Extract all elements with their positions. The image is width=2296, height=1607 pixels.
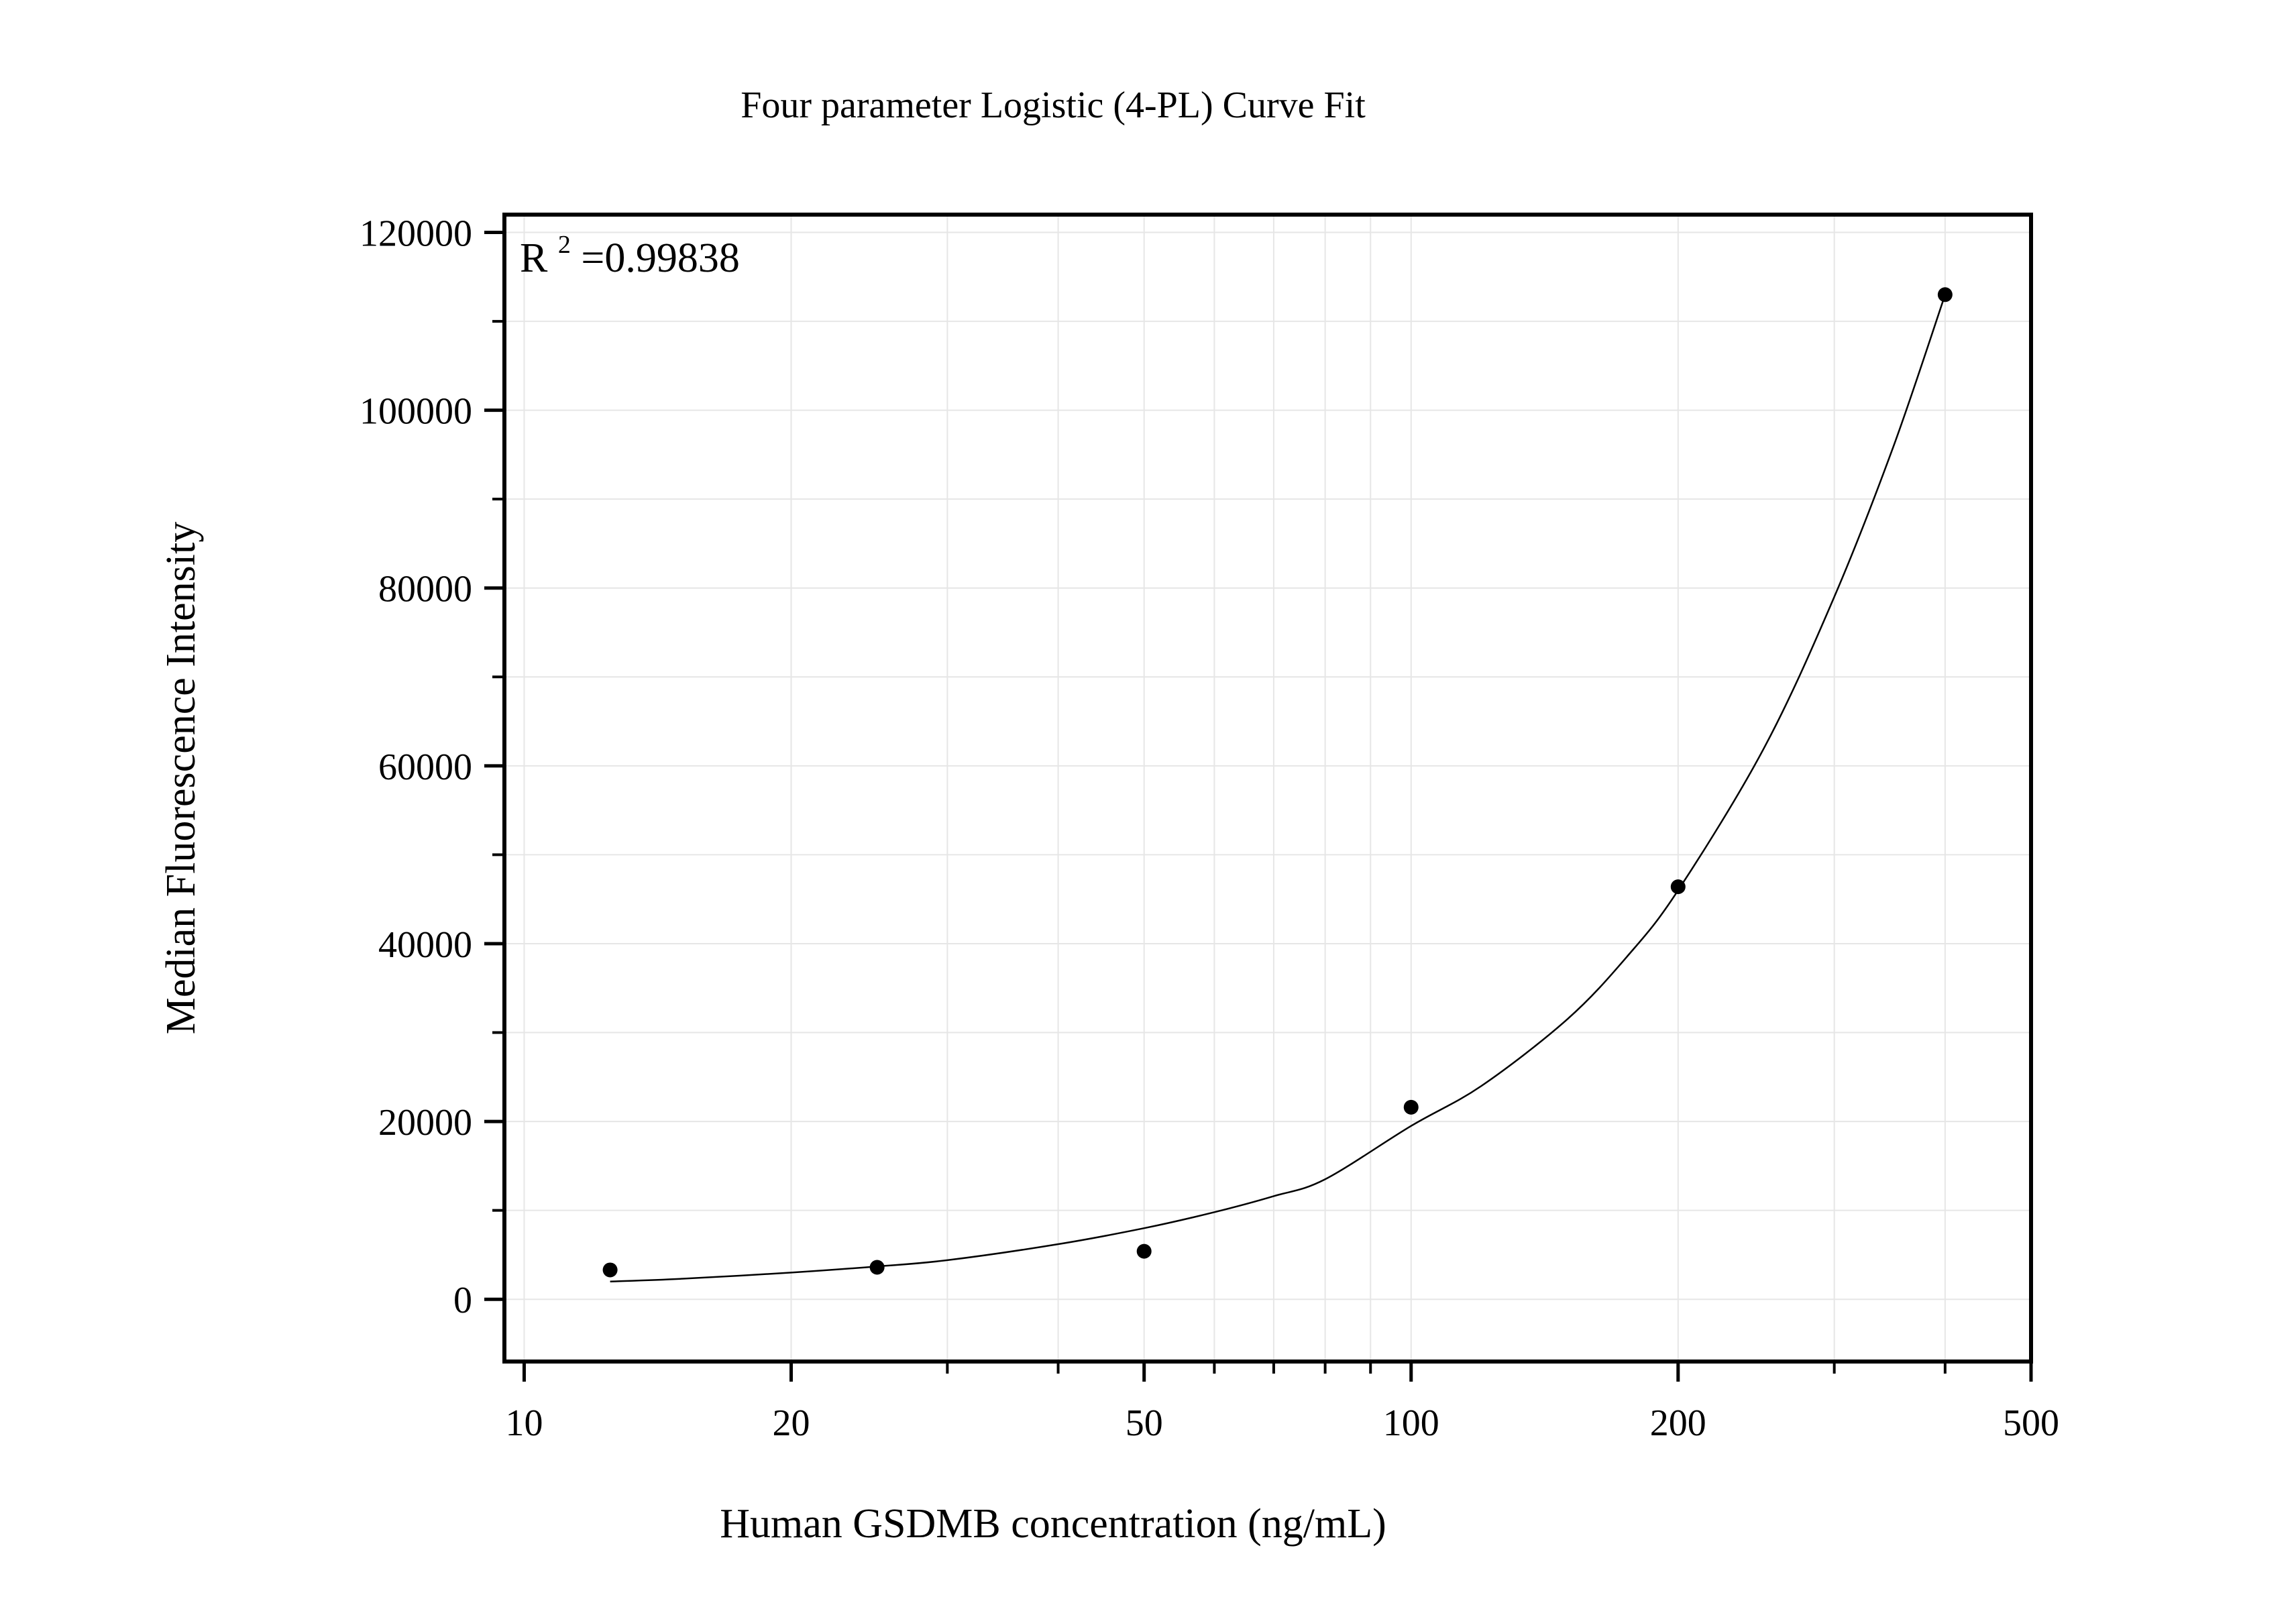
y-tick-label: 0 [453,1280,472,1321]
data-point [602,1262,618,1278]
fit-curve-layer [610,294,1947,1282]
data-point [1403,1099,1419,1115]
y-tick-label: 60000 [378,746,472,788]
data-point [1136,1243,1152,1259]
x-tick-label: 10 [505,1402,543,1444]
x-axis-label: Human GSDMB concentration (ng/mL) [720,1501,1386,1547]
data-points-layer [602,287,1953,1278]
x-tick-label: 200 [1650,1402,1706,1444]
x-tick-label: 20 [773,1402,810,1444]
r-squared-value: =0.99838 [581,235,739,281]
x-tick-label: 50 [1126,1402,1163,1444]
r-squared-superscript: 2 [558,231,571,259]
y-axis-ticks: 0 20000 40000 60000 80000 100000 120000 [360,213,504,1321]
y-tick-label: 80000 [378,569,472,610]
r-squared-base: R [520,235,548,281]
data-point [1670,879,1686,895]
y-tick-label: 120000 [360,213,472,255]
fit-curve [610,294,1947,1282]
data-point [1937,287,1953,302]
x-tick-label: 500 [2003,1402,2059,1444]
plot-frame [502,213,2033,1364]
y-axis-label: Median Fluorescence Intensity [158,522,204,1034]
x-axis-ticks: 10 20 50 100 200 500 [505,1362,2059,1444]
y-tick-label: 20000 [378,1102,472,1144]
chart-title: Four parameter Logistic (4-PL) Curve Fit [741,85,1366,126]
y-tick-label: 40000 [378,924,472,966]
grid-layer [504,215,2032,1362]
data-point [869,1260,885,1275]
r-squared-annotation: R 2 =0.99838 [520,217,740,281]
y-tick-label: 100000 [360,391,472,433]
x-tick-label: 100 [1383,1402,1439,1444]
